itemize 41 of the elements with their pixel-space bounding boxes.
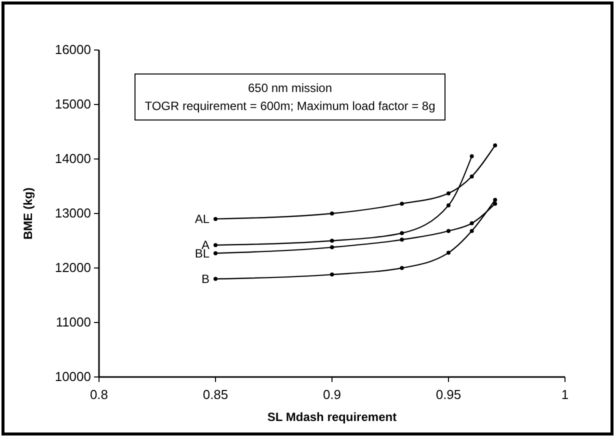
point bbox=[493, 143, 498, 148]
x-tick-label: 0.85 bbox=[202, 387, 228, 402]
point bbox=[446, 228, 450, 233]
y-axis-title: BME (kg) bbox=[21, 188, 35, 240]
y-tick-label: 11000 bbox=[56, 314, 91, 330]
point bbox=[214, 276, 218, 281]
annotation: TOGR requirement = 600m; Maximum load factor = 8g bbox=[144, 99, 436, 113]
point bbox=[470, 221, 474, 226]
x-tick-label: 0.9 bbox=[322, 387, 342, 402]
point bbox=[493, 202, 498, 206]
y-tick-label: 16000 bbox=[54, 42, 91, 57]
x-tick-label: 1 bbox=[561, 387, 569, 402]
point bbox=[400, 266, 404, 270]
point bbox=[400, 231, 404, 236]
point bbox=[446, 203, 450, 208]
point bbox=[330, 238, 334, 243]
series-label: B bbox=[201, 272, 210, 286]
y-tick-label: 14000 bbox=[54, 151, 91, 166]
point bbox=[330, 272, 334, 277]
annotation: 650 nm mission bbox=[248, 81, 332, 95]
point bbox=[470, 174, 474, 178]
y-tick-label: 15000 bbox=[54, 96, 91, 112]
point bbox=[446, 191, 450, 196]
point bbox=[330, 245, 334, 250]
point bbox=[400, 202, 404, 206]
y-tick-label: 13000 bbox=[54, 206, 91, 220]
point bbox=[214, 243, 218, 248]
x-tick-label: 0.95 bbox=[436, 387, 462, 402]
x-tick-label: 0.8 bbox=[90, 387, 108, 402]
x-axis-title: SL Mdash requirement bbox=[267, 410, 397, 424]
point bbox=[470, 154, 474, 158]
point bbox=[446, 250, 450, 255]
point bbox=[214, 251, 218, 256]
point bbox=[400, 238, 404, 242]
point bbox=[214, 216, 218, 221]
series-label: AL bbox=[194, 212, 210, 226]
point bbox=[330, 212, 334, 216]
point bbox=[493, 198, 498, 202]
point bbox=[470, 228, 474, 233]
y-tick-label: 10000 bbox=[54, 369, 91, 384]
y-tick-label: 12000 bbox=[54, 260, 91, 275]
